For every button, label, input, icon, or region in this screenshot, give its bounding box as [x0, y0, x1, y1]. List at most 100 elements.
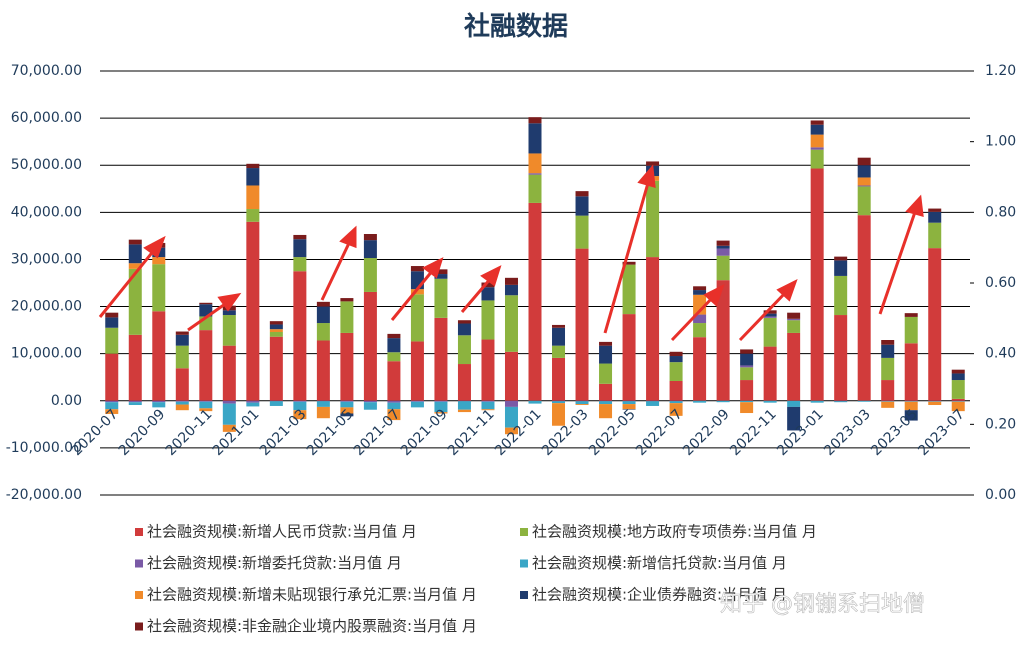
bar-segment: [411, 271, 424, 289]
x-tick-label: 2021-07: [351, 406, 404, 459]
bars: 2020-072020-092020-112021-012021-032021-…: [69, 117, 968, 459]
bar-segment: [858, 177, 871, 185]
bar-segment: [199, 402, 212, 409]
y-tick-label: 10,000.00: [11, 346, 82, 362]
bar-segment: [670, 362, 683, 381]
x-tick-label: 2020-11: [163, 406, 216, 459]
bar-segment: [552, 401, 565, 403]
bar-segment: [505, 285, 518, 295]
bar-segment: [670, 356, 683, 362]
bar-segment: [340, 402, 353, 408]
bar-segment: [717, 241, 730, 246]
bar-segment: [764, 318, 777, 347]
bar-segment: [552, 346, 565, 358]
bar-segment: [223, 346, 236, 401]
x-tick-label: 2021-05: [304, 406, 357, 459]
bar-segment: [928, 402, 941, 405]
bar-segment: [881, 402, 894, 408]
bar-segment: [129, 335, 142, 401]
bar-segment: [317, 307, 330, 323]
bar-segment: [246, 222, 259, 401]
legend-swatch: [135, 623, 143, 631]
y-tick-label: 30,000.00: [11, 251, 82, 267]
bar-segment: [105, 328, 118, 354]
bar-segment: [340, 298, 353, 301]
bar-segment: [576, 249, 589, 401]
bar-segment: [176, 346, 189, 369]
bar-segment: [858, 165, 871, 177]
bar-segment: [270, 332, 283, 337]
bar-segment: [293, 271, 306, 401]
bar-segment: [129, 402, 142, 405]
bar-segment: [317, 340, 330, 400]
bar-segment: [905, 343, 918, 400]
bar-segment: [576, 401, 589, 404]
bar-segment: [928, 248, 941, 401]
bar-segment: [599, 364, 612, 384]
bar-segment: [458, 324, 471, 336]
bar-segment: [387, 334, 400, 338]
bar-segment: [505, 295, 518, 352]
bar-segment: [952, 370, 965, 374]
bar-segment: [858, 185, 871, 186]
bar-segment: [599, 404, 612, 418]
x-tick-label: 2021-03: [257, 406, 310, 459]
bar-segment: [387, 401, 400, 403]
bar-segment: [152, 401, 165, 402]
bar-segment: [905, 317, 918, 343]
bar-segment: [458, 410, 471, 412]
y-tick-label: 70,000.00: [11, 63, 82, 79]
bar-segment: [576, 196, 589, 215]
bar-segment: [787, 313, 800, 319]
x-tick-label: 2023-03: [821, 406, 874, 459]
bar-segment: [270, 337, 283, 401]
bar-segment: [387, 352, 400, 361]
bar-segment: [481, 340, 494, 401]
bar-segment: [529, 117, 542, 123]
bar-segment: [434, 401, 447, 402]
bar-segment: [646, 181, 659, 257]
bar-segment: [740, 402, 753, 413]
bar-segment: [176, 368, 189, 401]
bar-segment: [834, 315, 847, 401]
bar-segment: [317, 407, 330, 418]
arrowhead: [342, 229, 355, 246]
bar-segment: [881, 345, 894, 358]
bar-segment: [340, 301, 353, 333]
arrow: [322, 241, 350, 300]
bar-segment: [364, 258, 377, 292]
x-tick-label: 2023-05: [868, 406, 921, 459]
bar-segment: [176, 332, 189, 335]
bar-segment: [364, 402, 377, 410]
bar-segment: [811, 147, 824, 149]
y2-tick-label: 0.80: [985, 204, 1016, 220]
bar-segment: [670, 381, 683, 401]
bar-segment: [317, 401, 330, 407]
bar-segment: [458, 364, 471, 401]
bar-segment: [152, 402, 165, 407]
bar-segment: [246, 164, 259, 168]
bar-segment: [928, 212, 941, 223]
bar-segment: [434, 279, 447, 318]
bar-segment: [387, 361, 400, 401]
legend-label: 社会融资规模:地方政府专项债券:当月值 月: [532, 523, 817, 541]
bar-segment: [176, 401, 189, 402]
legend-swatch: [520, 591, 528, 599]
bar-segment: [599, 342, 612, 346]
bar-segment: [105, 317, 118, 327]
x-tick-label: 2022-11: [727, 406, 780, 459]
legend-swatch: [520, 528, 528, 536]
watermark: 知乎 @钢镚系扫地僧: [720, 592, 925, 617]
bar-segment: [693, 290, 706, 295]
bar-segment: [623, 265, 636, 314]
legend: 社会融资规模:新增人民币贷款:当月值 月社会融资规模:地方政府专项债券:当月值 …: [135, 523, 817, 636]
bar-segment: [129, 401, 142, 402]
bar-segment: [529, 175, 542, 203]
bar-segment: [717, 401, 730, 402]
arrow: [880, 212, 915, 314]
legend-swatch: [135, 591, 143, 599]
bar-segment: [717, 249, 730, 256]
y-tick-label: 40,000.00: [11, 204, 82, 220]
bar-segment: [411, 401, 424, 402]
